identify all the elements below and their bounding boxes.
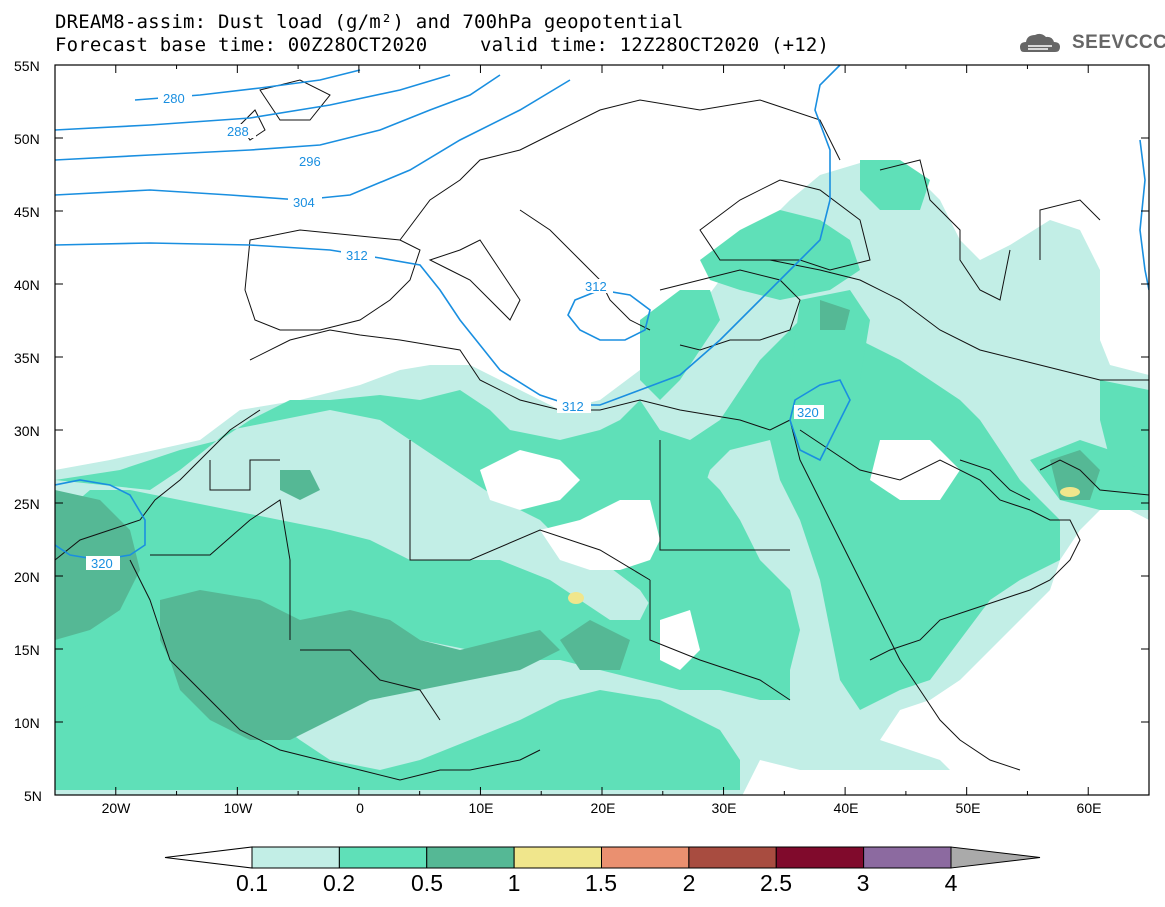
lon-label: 20E [590, 800, 616, 816]
colorbar-over-arrow [950, 846, 1041, 869]
contour-labels: 280 288 296 304 312 312 312 320 320 [86, 91, 824, 571]
lon-label: 30E [711, 800, 737, 816]
contour-label-296: 296 [299, 154, 321, 169]
forecast-base-time: Forecast base time: 00Z28OCT2020 [55, 34, 428, 56]
contour-label-304: 304 [293, 195, 315, 210]
lat-label: 20N [14, 569, 40, 585]
colorbar-label: 0.5 [411, 870, 443, 896]
contour-label-312-c: 312 [562, 399, 584, 414]
colorbar-label: 0.2 [323, 870, 355, 896]
lat-label: 45N [14, 204, 40, 220]
colorbar-label: 2 [682, 870, 696, 896]
lat-label: 30N [14, 423, 40, 439]
contour-296 [55, 74, 501, 161]
colorbar-swatch [513, 846, 602, 869]
lon-label: 50E [955, 800, 981, 816]
contour-label-280: 280 [163, 91, 185, 106]
contour-label-320-a: 320 [797, 405, 819, 420]
axis-ticks [54, 64, 1150, 796]
lat-label: 25N [14, 496, 40, 512]
lon-label: 60E [1076, 800, 1102, 816]
colorbar-label: 1 [507, 870, 521, 896]
colorbar-swatch [688, 846, 777, 869]
valid-time: valid time: 12Z28OCT2020 (+12) [480, 34, 830, 56]
contour-320-b [789, 379, 851, 462]
lon-label: 20W [101, 800, 131, 816]
contour-320-c [1139, 139, 1149, 291]
contour-label-288: 288 [227, 124, 249, 139]
cloud-logo-icon [1020, 33, 1060, 52]
contour-318 [567, 289, 651, 341]
colorbar-swatch [601, 846, 690, 869]
colorbar-label: 4 [944, 870, 958, 896]
colorbar-swatch [338, 846, 428, 869]
lon-label: 40E [833, 800, 859, 816]
lon-label: 0 [356, 800, 364, 816]
colorbar-swatch [426, 846, 515, 869]
colorbar-under-arrow [164, 846, 253, 869]
contour-label-312-b: 312 [585, 279, 607, 294]
lat-label: 10N [14, 715, 40, 731]
colorbar-label: 1.5 [585, 870, 617, 896]
colorbar-swatch [863, 846, 952, 869]
contour-288 [55, 74, 451, 131]
dust-load-shading [55, 160, 1149, 795]
lat-label: 15N [14, 642, 40, 658]
lat-label: 40N [14, 277, 40, 293]
contour-label-312-a: 312 [346, 248, 368, 263]
colorbar-label: 0.1 [236, 870, 268, 896]
dust-level-1 [568, 592, 584, 604]
contour-304 [55, 79, 571, 201]
lon-label: 10W [223, 800, 253, 816]
colorbar-label: 3 [856, 870, 870, 896]
lat-label: 50N [14, 131, 40, 147]
logo-text: SEEVCCC [1072, 32, 1165, 53]
chart-title: DREAM8-assim: Dust load (g/m²) and 700hP… [55, 11, 684, 33]
lat-label: 35N [14, 350, 40, 366]
lon-label: 10E [468, 800, 494, 816]
lat-label: 5N [24, 788, 42, 804]
contour-label-320-b: 320 [91, 556, 113, 571]
colorbar-label: 2.5 [760, 870, 792, 896]
contour-320-a [55, 479, 146, 561]
lat-label: 55N [14, 58, 40, 74]
colorbar-swatch [251, 846, 340, 869]
colorbar-swatch [775, 846, 865, 869]
